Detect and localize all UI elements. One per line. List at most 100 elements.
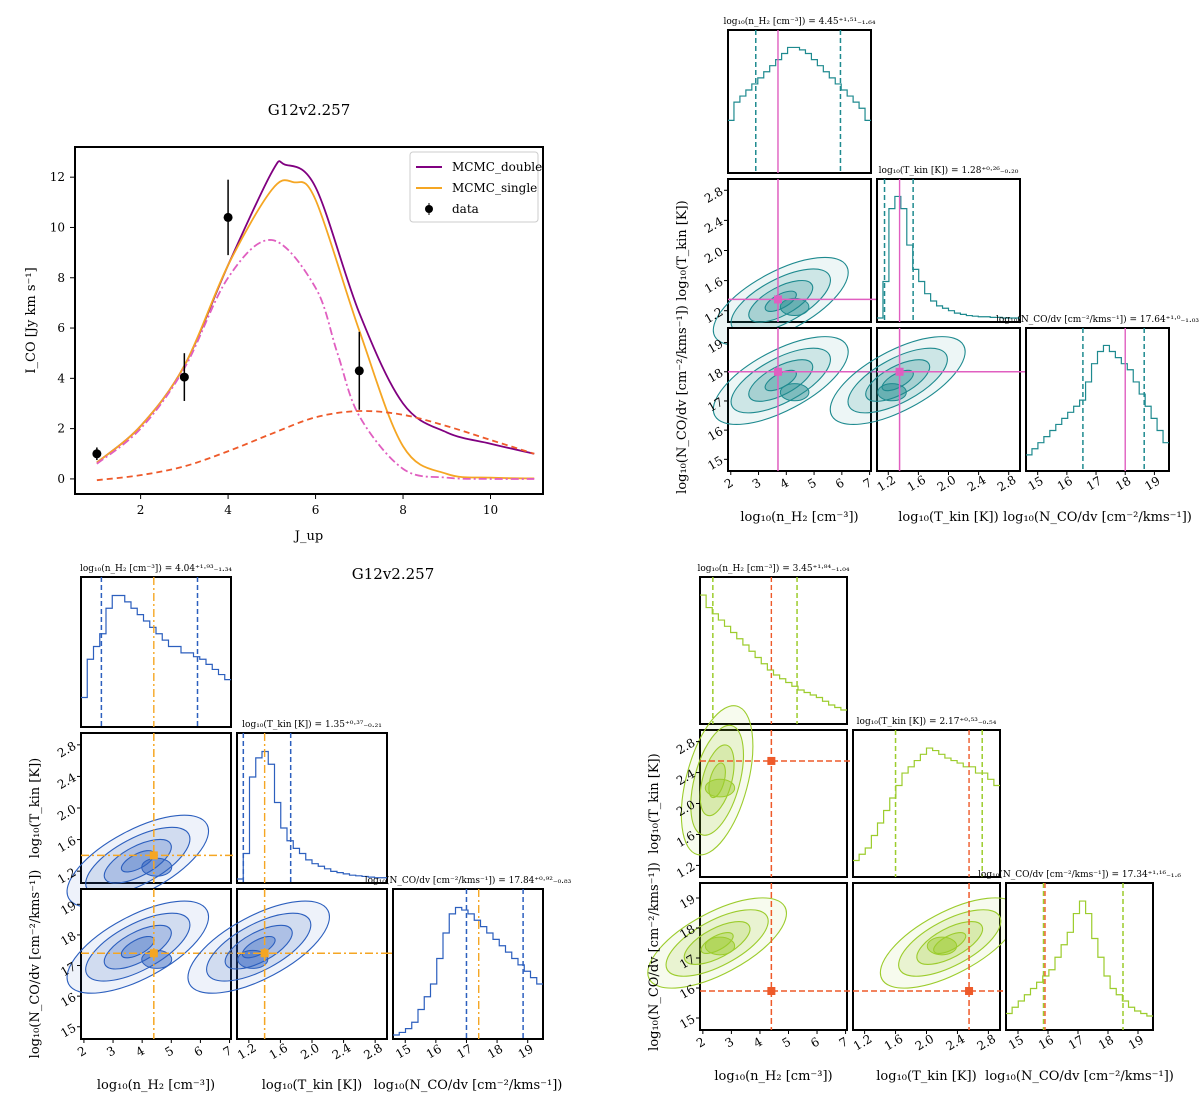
hist-title-n: log₁₀(n_H₂ [cm⁻³]) = 4.45⁺¹·⁵¹₋₁.₆₄: [723, 16, 875, 27]
sled-x-tick-label: 6: [312, 503, 320, 517]
x-tick-label: 19: [1142, 474, 1162, 494]
density-contour-n-c: [683, 921, 751, 965]
x-tick-label: 18: [1096, 1033, 1116, 1053]
x-tick-label: 7: [221, 1044, 235, 1060]
x-tick-label: 1.6: [905, 473, 929, 495]
x-tick-label: 16: [1036, 1033, 1056, 1053]
y-tick-label: 15: [705, 453, 725, 473]
panel-n-n: [699, 576, 848, 725]
x-tick-label: 18: [1113, 474, 1133, 494]
density-contour-n-c: [647, 897, 788, 989]
y-tick-label: 17: [677, 952, 697, 972]
sled-chart: G12v2.257 2 4 6 8 10 0 2 4 6 8 10 12 J_up I_CO [Jy km …: [24, 101, 544, 544]
corner-plot-2: log₁₀(n_H₂ [cm⁻³]) = 4.45⁺¹·⁵¹₋₁.₆₄ 1.2 1.…: [675, 16, 1199, 525]
x-tick-label: 1.2: [851, 1032, 875, 1054]
histogram-t: [877, 195, 1020, 319]
x-tick-label: 19: [516, 1042, 536, 1062]
panel-t-c: [236, 888, 388, 1040]
xlabel-n: log₁₀(n_H₂ [cm⁻³]): [97, 1078, 215, 1093]
x-tick-label: 15: [1006, 1033, 1026, 1053]
sled-data-point: [92, 449, 102, 459]
hist-title-c: log₁₀(N_CO/dv [cm⁻²/kms⁻¹]) = 17.64⁺¹·⁰₋…: [996, 314, 1199, 325]
density-core-n-t: [141, 857, 173, 877]
x-tick-label: 2: [75, 1044, 89, 1060]
panel-n-n: [727, 29, 872, 174]
y-tick-label: 1.6: [702, 275, 726, 297]
y-tick-label: 2.4: [702, 214, 726, 236]
histogram-n: [81, 594, 231, 699]
sled-data-point: [354, 366, 364, 376]
histogram-t: [237, 750, 387, 880]
truth-marker-t-c: [965, 987, 974, 995]
hist-title-n: log₁₀(n_H₂ [cm⁻³]) = 3.45⁺¹·⁸⁴₋₁.₀₄: [697, 563, 849, 574]
histogram-n: [700, 594, 847, 711]
sled-y-tick-label: 10: [50, 220, 65, 234]
xlabel-n: log₁₀(n_H₂ [cm⁻³]): [714, 1069, 832, 1084]
legend-swatch-data-point: [425, 205, 433, 213]
panel-c-c: [1025, 327, 1170, 472]
x-tick-label: 2.8: [995, 473, 1019, 495]
truth-marker-n-t: [767, 756, 776, 765]
panel-n-n: [80, 576, 232, 728]
hist-title-c: log₁₀(N_CO/dv [cm⁻²/kms⁻¹]) = 17.84⁺⁰·⁹²…: [365, 875, 572, 886]
x-tick-label: 17: [1084, 474, 1104, 494]
sled-data-point: [223, 212, 233, 222]
x-tick-label: 4: [778, 475, 792, 491]
ylabel-c: log₁₀(N_CO/dv [cm⁻²/kms⁻¹]): [675, 305, 690, 494]
ylabel-t: log₁₀(T_kin [K]): [675, 200, 690, 300]
x-tick-label: 17: [454, 1042, 474, 1062]
x-tick-label: 2.0: [913, 1032, 937, 1054]
x-tick-label: 17: [1066, 1033, 1086, 1053]
density-contour-t-c: [224, 924, 293, 970]
x-tick-label: 5: [805, 476, 819, 492]
x-tick-label: 1.2: [875, 473, 899, 495]
histogram-n: [728, 46, 871, 121]
density-contour-n-t: [690, 724, 744, 836]
truth-marker-t-c: [260, 949, 269, 958]
x-tick-label: 1.6: [267, 1041, 291, 1063]
corner-plot-1: log₁₀(n_H₂ [cm⁻³]) = 4.04⁺¹·⁹³₋₁.₃₄ 1.2 1.…: [28, 563, 572, 1093]
density-core-t-c: [877, 383, 907, 402]
panel-n-t: [727, 178, 872, 323]
sled-x-tick-label: 10: [483, 503, 498, 517]
x-tick-label: 2: [722, 476, 736, 492]
y-tick-label: 19: [58, 898, 78, 918]
density-contour-n-c: [730, 347, 832, 414]
xlabel-t: log₁₀(T_kin [K]): [262, 1078, 362, 1093]
sled-y-tick-label: 8: [57, 271, 65, 285]
sled-xlabel: J_up: [293, 529, 323, 544]
density-contour-t-c: [898, 909, 1002, 977]
truth-marker-t-c: [895, 367, 904, 376]
legend-box: [409, 151, 539, 223]
sled-series-component-high: [96, 410, 535, 482]
density-core-n-c: [704, 936, 736, 956]
x-tick-label: 4: [751, 1034, 765, 1050]
histogram-c: [1006, 900, 1153, 1017]
y-tick-label: 16: [705, 424, 725, 444]
density-contour-n-c: [712, 336, 849, 425]
sled-series-component-low: [96, 239, 535, 480]
x-tick-label: 3: [750, 476, 764, 492]
x-tick-label: 3: [104, 1044, 118, 1060]
sled-x-tick-label: 2: [137, 503, 145, 517]
x-tick-label: 2.4: [965, 473, 989, 495]
xlabel-c: log₁₀(N_CO/dv [cm⁻²/kms⁻¹]): [985, 1069, 1174, 1084]
y-tick-label: 15: [677, 1012, 697, 1032]
x-tick-label: 1.6: [882, 1032, 906, 1054]
density-contour-n-c: [66, 900, 210, 994]
sled-x-tick-label: 8: [399, 503, 407, 517]
density-contour-t-c: [187, 900, 331, 994]
x-tick-label: 2: [694, 1035, 708, 1051]
legend-label-0: MCMC_double: [452, 160, 542, 174]
x-tick-label: 4: [133, 1043, 147, 1059]
x-tick-label: 2.0: [298, 1041, 322, 1063]
truth-marker-n-c: [773, 367, 782, 376]
histogram-c: [1026, 344, 1169, 456]
hist-title-t: log₁₀(T_kin [K]) = 2.17⁺⁰·⁵³₋₀.₅₄: [857, 716, 997, 727]
y-tick-label: 17: [705, 395, 725, 415]
sled-ylabel: I_CO [Jy km s⁻¹]: [24, 267, 39, 373]
x-tick-label: 18: [485, 1042, 505, 1062]
y-tick-label: 1.2: [674, 859, 698, 881]
corner-title: G12v2.257: [352, 565, 435, 583]
